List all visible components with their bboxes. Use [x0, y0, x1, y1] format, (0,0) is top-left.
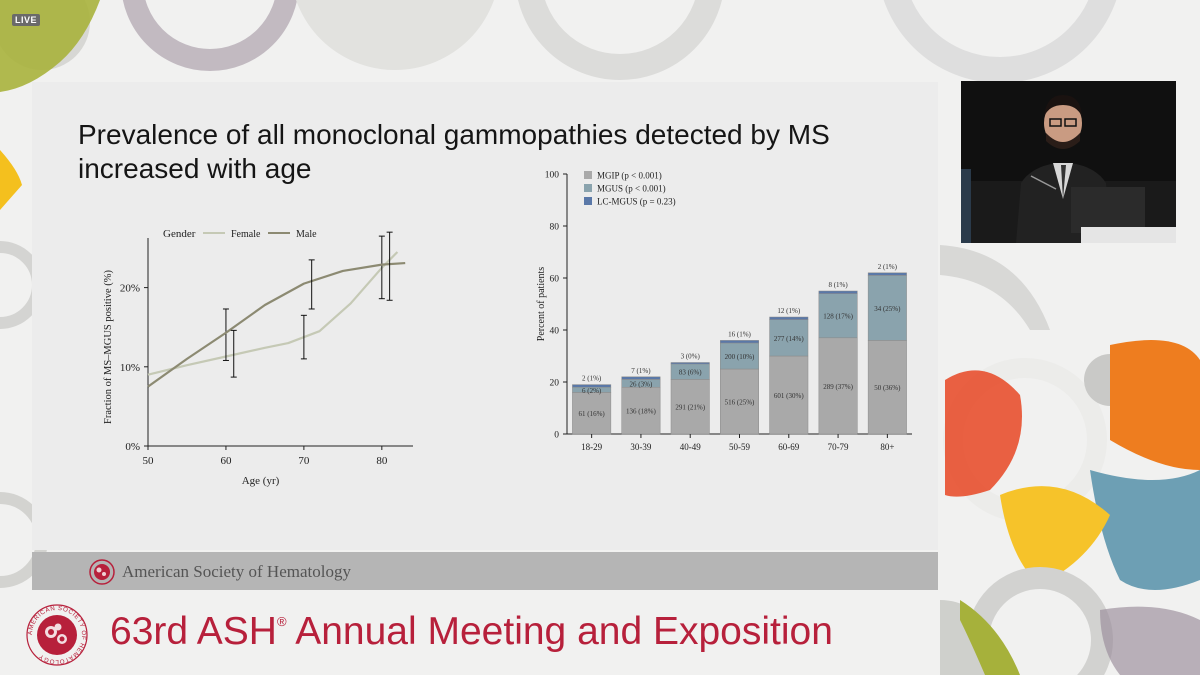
presentation-slide: Prevalence of all monoclonal gammopathie… [32, 82, 938, 550]
stacked-bar-chart: 0 20 40 60 80 100 Percent of patients MGIP (p <… [492, 171, 912, 492]
bar-segment-mgip [867, 340, 907, 435]
bar-chart-svg: 0 20 40 60 80 100 Percent of patients MGIP (p <… [536, 171, 912, 452]
x-tick-label: 50 [143, 455, 155, 467]
bar-data-label: 12 (1%) [777, 307, 800, 315]
bar-data-label: 34 (25%) [874, 305, 901, 313]
bar-data-label: 83 (6%) [679, 369, 702, 377]
bar-segment-mgip [670, 379, 710, 435]
bar-data-label: 2 (1%) [582, 375, 602, 383]
legend-swatch [584, 197, 592, 205]
bar-segment-mgip [818, 337, 858, 435]
meeting-suffix: Annual Meeting and Exposition [286, 610, 833, 653]
y-tick-label: 0 [554, 431, 559, 441]
x-tick-label: 70 [298, 455, 310, 467]
series-line-male [147, 261, 406, 388]
bar-segment-lc-mgus [670, 362, 710, 365]
bar-segment-mgip [769, 355, 809, 435]
bar-segment-lc-mgus [720, 340, 759, 344]
x-tick-label: 30-39 [630, 442, 651, 452]
age-gender-line-chart: 0% 10% 20% 50 60 70 80 Age (yr) Fraction of MS–M… [68, 208, 428, 508]
slide-title: Prevalence of all monoclonal gammopathie… [78, 119, 830, 184]
bar-segment-mgus [720, 342, 759, 370]
y-tick-label: 60 [550, 275, 560, 285]
legend-title: Gender [163, 228, 196, 240]
y-axis-title: Percent of patients [536, 267, 547, 342]
bar-data-label: 6 (2%) [582, 387, 602, 395]
bar-segment-lc-mgus [818, 290, 858, 294]
legend-label: MGUS (p < 0.001) [597, 184, 666, 194]
slide-footer-strip: American Society of Hematology [32, 552, 938, 590]
y-tick-label: 20% [120, 283, 140, 295]
x-tick-label: 60-69 [778, 442, 799, 452]
legend-swatch [584, 184, 592, 192]
bar-data-label: 8 (1%) [828, 281, 848, 289]
bar-data-label: 16 (1%) [728, 330, 751, 338]
bar-data-label: 516 (25%) [725, 399, 755, 407]
bar-segment-lc-mgus [867, 272, 907, 276]
x-tick-label: 80 [376, 455, 388, 467]
y-axis-title: Fraction of MS–MGUS positive (%) [103, 270, 114, 424]
bar-data-label: 7 (1%) [631, 367, 651, 375]
bar-data-label: 26 (3%) [630, 380, 653, 388]
live-badge: LIVE [12, 14, 41, 26]
bar-data-label: 601 (30%) [774, 392, 804, 400]
bar-data-label: 289 (37%) [823, 383, 853, 391]
bar-segment-lc-mgus [572, 384, 612, 388]
bar-segment-lc-mgus [621, 376, 661, 380]
y-tick-label: 80 [550, 223, 560, 233]
bar-segment-mgip [572, 392, 612, 435]
y-tick-label: 20 [550, 379, 560, 389]
bar-data-label: 291 (21%) [675, 404, 705, 412]
bar-data-label: 50 (36%) [874, 384, 901, 392]
speaker-video-frame [961, 81, 1176, 243]
x-tick-label: 60 [220, 455, 232, 467]
bar-segment-mgus [769, 319, 809, 357]
y-tick-label: 0% [125, 441, 140, 453]
x-tick-label: 70-79 [828, 442, 849, 452]
x-axis-title: Age (yr) [242, 475, 280, 487]
legend-label-male: Male [296, 229, 317, 240]
x-tick-label: 80+ [880, 442, 894, 452]
legend-swatch [584, 171, 592, 179]
bar-segment-mgip [720, 368, 759, 435]
bar-data-label: 136 (18%) [626, 408, 656, 416]
meeting-banner-title: 63rd ASH® Annual Meeting and Exposition [110, 610, 833, 654]
bar-data-label: 128 (17%) [823, 313, 853, 321]
ash-small-logo-icon [89, 559, 115, 585]
ash-logo-icon: AMERICAN SOCIETY OF HEMATOLOGY [26, 604, 88, 666]
bar-data-label: 3 (0%) [681, 353, 701, 361]
x-tick-label: 18-29 [581, 442, 602, 452]
x-tick-label: 40-49 [680, 442, 701, 452]
legend-label: LC-MGUS (p = 0.23) [597, 197, 676, 207]
legend-label-female: Female [231, 229, 261, 240]
bar-segment-lc-mgus [769, 316, 809, 320]
series-line-female [147, 251, 399, 376]
y-tick-label: 100 [545, 171, 560, 181]
bar-data-label: 277 (14%) [774, 335, 804, 343]
footer-org-name: American Society of Hematology [122, 562, 351, 581]
y-tick-label: 40 [550, 327, 560, 337]
registered-mark: ® [276, 614, 287, 629]
x-tick-label: 50-59 [729, 442, 750, 452]
bar-data-label: 2 (1%) [878, 263, 898, 271]
y-tick-label: 10% [120, 362, 140, 374]
line-chart-svg: 0% 10% 20% 50 60 70 80 Age (yr) Fraction of MS–M… [103, 228, 413, 487]
bar-segment-mgip [621, 386, 661, 435]
bar-data-label: 61 (16%) [579, 410, 606, 418]
legend-label: MGIP (p < 0.001) [597, 171, 662, 181]
meeting-prefix: 63rd ASH [110, 610, 277, 653]
bar-data-label: 200 (10%) [725, 353, 755, 361]
speaker-video[interactable] [961, 81, 1176, 243]
